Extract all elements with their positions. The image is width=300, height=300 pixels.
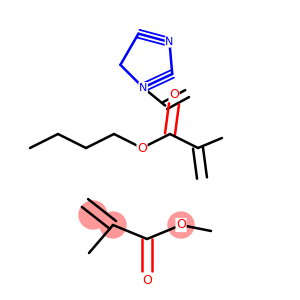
Text: O: O xyxy=(176,218,186,232)
Circle shape xyxy=(168,212,194,238)
Text: N: N xyxy=(139,82,147,93)
Text: O: O xyxy=(137,142,147,154)
Text: O: O xyxy=(169,88,179,100)
Text: O: O xyxy=(142,274,152,287)
Circle shape xyxy=(100,212,126,238)
Text: N: N xyxy=(165,37,174,47)
Circle shape xyxy=(79,201,107,229)
